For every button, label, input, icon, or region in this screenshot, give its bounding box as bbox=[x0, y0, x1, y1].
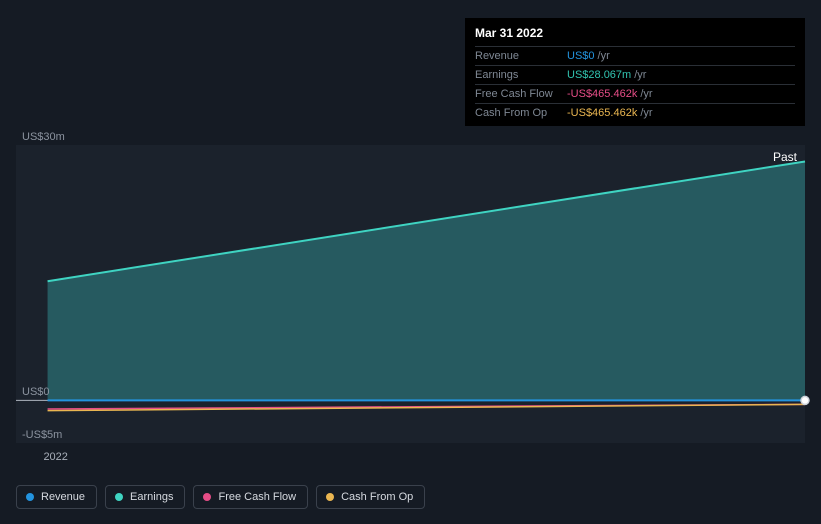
legend-label: Earnings bbox=[130, 491, 173, 503]
legend-item[interactable]: Cash From Op bbox=[316, 485, 425, 509]
past-label: Past bbox=[773, 150, 797, 164]
y-axis-label: -US$5m bbox=[22, 429, 62, 441]
series-area-earnings bbox=[48, 161, 805, 400]
legend-label: Free Cash Flow bbox=[218, 491, 296, 503]
end-marker bbox=[801, 396, 809, 404]
y-axis-label: US$30m bbox=[22, 131, 65, 143]
legend-dot-icon bbox=[203, 493, 211, 501]
legend-item[interactable]: Free Cash Flow bbox=[193, 485, 308, 509]
legend-item[interactable]: Revenue bbox=[16, 485, 97, 509]
legend-label: Revenue bbox=[41, 491, 85, 503]
legend-item[interactable]: Earnings bbox=[105, 485, 185, 509]
chart-svg bbox=[0, 0, 821, 524]
legend-dot-icon bbox=[326, 493, 334, 501]
legend-dot-icon bbox=[115, 493, 123, 501]
chart-container: Mar 31 2022 RevenueUS$0/yrEarningsUS$28.… bbox=[0, 0, 821, 524]
y-axis-label: US$0 bbox=[22, 386, 50, 398]
legend-label: Cash From Op bbox=[341, 491, 413, 503]
legend-dot-icon bbox=[26, 493, 34, 501]
x-axis-label: 2022 bbox=[43, 451, 67, 463]
legend: Revenue Earnings Free Cash Flow Cash From O… bbox=[16, 485, 425, 509]
